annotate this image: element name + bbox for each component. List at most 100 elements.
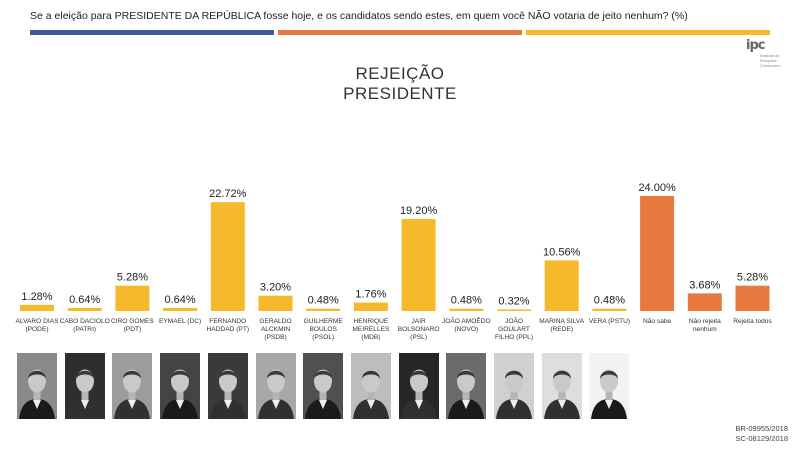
category-label-line: FILHO (PPL) <box>495 334 533 341</box>
portrait-icon <box>255 353 296 419</box>
category-label-line: Não rejeita <box>689 318 721 325</box>
category-label-line: (NOVO) <box>454 326 478 333</box>
header-stripe-yellow <box>526 30 770 35</box>
logo-text: Instituto de Pesquisa Consumers <box>760 53 781 68</box>
portrait-icon <box>494 353 534 419</box>
candidate-photo <box>64 353 105 419</box>
header-stripe-orange <box>278 30 522 35</box>
portrait-icon <box>17 353 57 419</box>
bar-value-label: 5.28% <box>117 272 148 284</box>
candidate-photo <box>350 353 391 419</box>
candidate-photo <box>160 353 201 419</box>
candidate-photo <box>303 353 344 419</box>
category-label-line: ALVARO DIAS <box>16 318 60 325</box>
category-label: GUILHERME BOULOS (PSOL) <box>304 318 344 341</box>
portrait-icon <box>589 353 630 419</box>
category-label-line: GUILHERME <box>304 318 344 325</box>
bar-value-label: 0.48% <box>594 295 625 307</box>
portrait-icon <box>160 353 201 419</box>
category-label-line: JOÃO <box>505 316 523 325</box>
category-label: ALVARO DIAS (PODE) <box>16 318 60 333</box>
rejection-bar-chart: 1.28%ALVARO DIAS (PODE)0.64%CABO DACIOLO(… <box>16 182 773 341</box>
bar-10 <box>497 309 531 311</box>
bar-value-label: 3.68% <box>689 279 720 291</box>
bar-11 <box>544 260 579 311</box>
category-label: JOÃO GOULART FILHO (PPL) <box>495 316 533 341</box>
category-label: JAIR BOLSONARO (PSL) <box>398 318 440 341</box>
bar-value-label: 24.00% <box>638 182 676 194</box>
category-label-line: MEIRELLES <box>352 326 390 333</box>
chart-title-line2: PRESIDENTE <box>343 84 457 103</box>
bar-value-label: 22.72% <box>209 188 247 200</box>
category-label-line: (MDB) <box>361 334 380 341</box>
bar-value-label: 0.64% <box>69 294 100 306</box>
category-label: Não rejeita nenhum <box>689 318 721 333</box>
category-label-line: (PATRI) <box>73 326 96 333</box>
portrait-icon <box>207 353 248 419</box>
bar-value-label: 0.32% <box>498 295 529 307</box>
registration-codes: BR-09955/2018 SC-08129/2018 <box>735 424 788 444</box>
category-label-line: EYMAEL (DC) <box>159 318 201 325</box>
bar-4 <box>210 202 245 311</box>
category-label-line: CABO DACIOLO <box>60 318 110 325</box>
portrait-icon <box>64 353 105 419</box>
portrait-icon <box>446 353 487 419</box>
category-label-line: HENRIQUE <box>353 318 388 325</box>
candidate-photo <box>398 353 439 419</box>
category-label-line: BOLSONARO <box>398 326 440 333</box>
bar-value-label: 0.48% <box>451 295 482 307</box>
category-label-line: (PODE) <box>25 326 48 333</box>
portrait-icon <box>398 353 439 419</box>
portrait-icon <box>112 353 153 419</box>
category-label-line: VERA (PSTU) <box>589 318 630 325</box>
bar-6 <box>306 308 341 311</box>
bar-7 <box>353 302 388 311</box>
candidate-photo <box>446 353 487 419</box>
header-stripe-blue <box>30 30 274 35</box>
category-label-line: ALCKMIN <box>261 326 291 333</box>
category-label-line: JOÃO AMOÊDO <box>442 316 491 325</box>
portrait-icon <box>541 353 582 419</box>
category-label-line: Não sabe <box>643 318 672 325</box>
category-label: VERA (PSTU) <box>589 318 630 325</box>
category-label-line: (REDE) <box>550 326 573 333</box>
category-label: Rejeita todos <box>733 318 772 325</box>
category-label-line: GOULART <box>498 326 530 333</box>
bar-14 <box>687 293 722 311</box>
category-label: CABO DACIOLO (PATRI) <box>60 318 110 333</box>
survey-question: Se a eleição para PRESIDENTE DA REPÚBLIC… <box>30 10 688 22</box>
registration-code-br: BR-09955/2018 <box>735 424 788 433</box>
bar-13 <box>640 196 675 311</box>
category-label-line: (PSL) <box>410 334 427 341</box>
category-label-line: JAIR <box>411 318 426 325</box>
bar-12 <box>592 308 627 311</box>
ipc-logo: ipc Instituto de Pesquisa Consumers <box>746 38 786 68</box>
portrait-icon <box>350 353 391 419</box>
bar-value-label: 3.20% <box>260 282 291 294</box>
category-label: CIRO GOMES (PDT) <box>111 318 154 333</box>
bar-2 <box>115 285 150 311</box>
portrait-icon <box>303 353 344 419</box>
category-label: GERALDO ALCKMIN (PSDB) <box>259 318 291 341</box>
bar-15 <box>735 285 770 311</box>
candidate-photo <box>589 353 630 419</box>
candidate-photo <box>112 353 153 419</box>
category-label: EYMAEL (DC) <box>159 318 201 325</box>
bar-value-label: 1.76% <box>355 289 386 301</box>
bar-value-label: 0.48% <box>308 295 339 307</box>
category-label-line: GERALDO <box>259 318 291 325</box>
bar-value-label: 10.56% <box>543 246 581 258</box>
bar-1 <box>67 307 102 311</box>
registration-code-sc: SC-08129/2018 <box>735 434 788 443</box>
category-label: Não sabe <box>643 318 672 325</box>
bar-0 <box>20 304 54 311</box>
bar-5 <box>258 295 293 311</box>
candidate-photo <box>207 353 248 419</box>
category-label: HENRIQUE MEIRELLES (MDB) <box>352 318 390 341</box>
bar-value-label: 5.28% <box>737 272 768 284</box>
category-label-line: MARINA SILVA <box>539 318 584 325</box>
bar-9 <box>449 308 484 311</box>
category-label-line: Rejeita todos <box>733 318 772 325</box>
category-label-line: BOULOS <box>309 326 337 333</box>
category-label-line: (PSDB) <box>264 334 286 341</box>
